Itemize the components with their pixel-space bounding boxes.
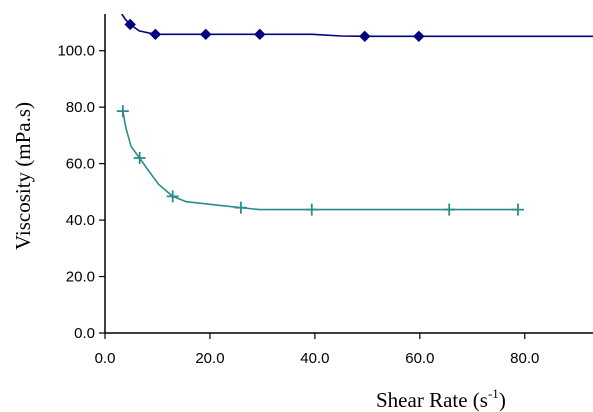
diamond-marker: [413, 30, 425, 43]
series-1: [121, 14, 593, 43]
x-axis-title-superscript: -1: [488, 386, 499, 401]
diamond-marker: [124, 18, 136, 31]
x-tick-label: 80.0: [510, 350, 539, 367]
series-line: [122, 110, 518, 211]
plus-marker: [116, 105, 129, 118]
x-tick-label: 40.0: [300, 350, 329, 367]
y-tick-label: 60.0: [66, 156, 95, 173]
series-line: [121, 14, 593, 38]
x-tick-label: 20.0: [195, 350, 224, 367]
plus-marker: [511, 203, 524, 216]
y-tick-label: 0.0: [74, 325, 95, 342]
diamond-marker: [254, 28, 266, 41]
x-tick-label: 0.0: [95, 350, 116, 367]
y-tick-label: 80.0: [66, 99, 95, 116]
series-2: [116, 105, 524, 216]
tick-layer: 0.0 20.0 40.0 60.0 80.0 0.0 20.0 40.0 60.0 80.0 10…: [57, 43, 539, 367]
plus-marker: [305, 203, 318, 216]
y-tick-label: 40.0: [66, 212, 95, 229]
y-tick-label: 100.0: [57, 43, 95, 60]
y-axis-title: Viscosity (mPa.s): [11, 102, 35, 250]
x-axis-title-close: ): [499, 388, 506, 412]
diamond-marker: [359, 30, 371, 43]
x-axis-title-main: Shear Rate (s: [376, 388, 488, 412]
x-axis-title: Shear Rate (s-1): [376, 386, 506, 412]
axes-layer: [104, 14, 593, 334]
plus-marker: [443, 203, 456, 216]
series-layer: [116, 14, 593, 216]
plus-marker: [166, 190, 179, 203]
x-tick-label: 60.0: [405, 350, 434, 367]
plus-marker: [133, 151, 146, 164]
y-tick-label: 20.0: [66, 269, 95, 286]
diamond-marker: [200, 28, 212, 41]
plus-marker: [234, 201, 247, 214]
diamond-marker: [149, 28, 162, 41]
